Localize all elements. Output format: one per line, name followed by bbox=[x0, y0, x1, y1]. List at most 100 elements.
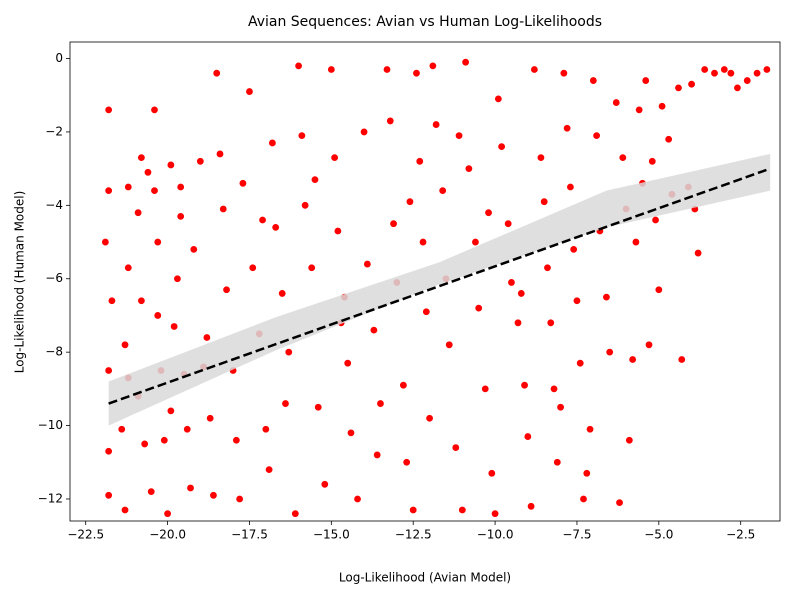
point bbox=[124, 263, 133, 272]
point bbox=[513, 318, 523, 327]
point bbox=[389, 219, 398, 228]
point bbox=[104, 491, 113, 500]
point bbox=[562, 124, 572, 133]
point bbox=[222, 285, 231, 294]
point bbox=[752, 68, 762, 78]
point bbox=[572, 296, 582, 305]
regression-line bbox=[108, 167, 771, 405]
point bbox=[333, 226, 343, 236]
point bbox=[523, 432, 533, 441]
point bbox=[248, 263, 257, 272]
point bbox=[291, 509, 300, 518]
axes-frame bbox=[69, 41, 781, 522]
point bbox=[402, 458, 411, 467]
point bbox=[418, 237, 428, 247]
point bbox=[451, 443, 460, 452]
point bbox=[176, 212, 185, 221]
point bbox=[153, 237, 162, 247]
point bbox=[625, 436, 634, 445]
point bbox=[327, 65, 336, 74]
y-tick-label: −6 bbox=[45, 271, 63, 285]
point bbox=[120, 505, 130, 515]
x-tick-label: −10.0 bbox=[477, 528, 514, 542]
point bbox=[166, 160, 176, 170]
point bbox=[278, 289, 287, 298]
point bbox=[526, 502, 536, 511]
point bbox=[579, 494, 588, 504]
point bbox=[644, 340, 654, 350]
point bbox=[474, 303, 483, 313]
point bbox=[140, 439, 149, 449]
x-tick-label: −12.5 bbox=[395, 528, 432, 542]
point bbox=[215, 149, 225, 159]
point bbox=[471, 237, 480, 247]
point bbox=[147, 487, 156, 496]
point bbox=[268, 138, 277, 148]
x-tick-label: −5.0 bbox=[644, 528, 673, 542]
point bbox=[359, 127, 369, 137]
point bbox=[415, 157, 424, 166]
point bbox=[648, 157, 657, 166]
point bbox=[117, 425, 126, 434]
point bbox=[186, 483, 195, 493]
point bbox=[284, 347, 293, 357]
point bbox=[507, 278, 516, 287]
point bbox=[546, 318, 555, 327]
point bbox=[605, 347, 614, 357]
point bbox=[238, 179, 248, 188]
point bbox=[484, 208, 493, 217]
x-tick-label: −15.0 bbox=[313, 528, 350, 542]
point bbox=[307, 263, 316, 272]
point bbox=[687, 80, 696, 89]
point bbox=[183, 425, 192, 434]
point bbox=[376, 399, 385, 408]
point bbox=[458, 505, 467, 515]
point bbox=[353, 494, 362, 504]
point bbox=[412, 68, 421, 78]
point bbox=[346, 428, 356, 438]
point bbox=[762, 65, 772, 74]
x-axis-label: Log-Likelihood (Avian Model) bbox=[339, 571, 511, 585]
point bbox=[405, 197, 415, 206]
point bbox=[726, 68, 736, 78]
x-tick-label: −2.5 bbox=[726, 528, 755, 542]
point bbox=[320, 480, 329, 489]
point bbox=[137, 153, 146, 162]
chart-title: Avian Sequences: Avian vs Human Log-Like… bbox=[248, 14, 602, 30]
point bbox=[163, 509, 172, 518]
point bbox=[196, 157, 205, 166]
point bbox=[543, 263, 552, 272]
point bbox=[628, 355, 637, 364]
point bbox=[425, 414, 434, 423]
point bbox=[160, 436, 169, 445]
point bbox=[559, 68, 569, 78]
point bbox=[137, 296, 146, 305]
point bbox=[101, 237, 110, 247]
point bbox=[382, 65, 392, 74]
point bbox=[657, 102, 667, 111]
point bbox=[169, 322, 179, 331]
point bbox=[386, 116, 395, 126]
y-tick-label: −2 bbox=[45, 124, 63, 138]
point bbox=[720, 65, 729, 74]
point bbox=[553, 458, 562, 467]
point bbox=[494, 94, 503, 104]
point bbox=[615, 498, 624, 507]
point bbox=[297, 131, 307, 140]
y-tick-label: −4 bbox=[45, 198, 63, 212]
point bbox=[107, 296, 117, 305]
point bbox=[664, 135, 673, 144]
point bbox=[556, 403, 565, 412]
point bbox=[481, 384, 490, 394]
point bbox=[422, 307, 431, 316]
point bbox=[104, 186, 113, 195]
point bbox=[372, 450, 382, 460]
point bbox=[631, 237, 641, 247]
point bbox=[281, 399, 290, 408]
point bbox=[461, 57, 470, 67]
point bbox=[592, 131, 601, 140]
point bbox=[369, 325, 379, 335]
point bbox=[271, 223, 280, 232]
plot-area bbox=[101, 57, 772, 518]
